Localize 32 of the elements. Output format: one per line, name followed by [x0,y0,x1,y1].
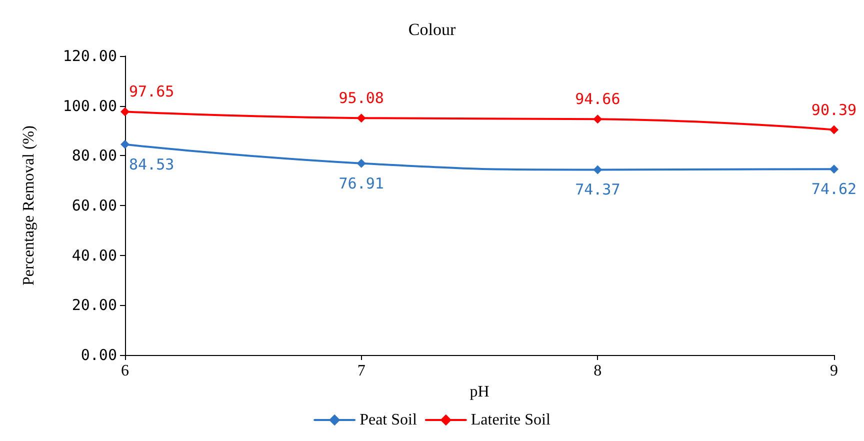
data-label: 74.37 [575,180,620,199]
y-tick-label: 60.00 [72,196,117,214]
y-tick-label: 100.00 [62,96,117,115]
y-tick-label: 120.00 [62,47,117,65]
y-tick-label: 20.00 [72,296,117,314]
data-label: 94.66 [575,90,620,108]
data-label: 90.39 [811,100,857,119]
point [830,125,838,134]
point [120,140,130,149]
x-axis-title: pH [470,383,490,400]
point [830,164,838,174]
legend-label: Peat Soil [360,412,418,428]
data-label: 84.53 [129,155,174,174]
y-tick-label: 0.00 [80,346,117,364]
data-label: 76.91 [338,174,384,192]
point [356,158,366,168]
point [593,165,602,174]
x-tick-label: 6 [121,362,129,380]
chart-title: Colour [408,20,456,39]
point [593,114,602,124]
x-tick-label: 7 [357,362,366,380]
data-label: 95.08 [338,89,384,108]
y-tick-label: 80.00 [72,146,117,165]
legend-label: Laterite Soil [470,412,551,428]
data-label: 97.65 [129,82,174,101]
data-label: 74.62 [811,180,857,198]
x-tick-label: 9 [830,362,838,380]
y-axis-title: Percentage Removal (%) [20,126,38,286]
y-tick-label: 40.00 [72,246,117,264]
x-tick-label: 8 [594,362,602,380]
point [356,114,366,123]
point [120,107,130,116]
